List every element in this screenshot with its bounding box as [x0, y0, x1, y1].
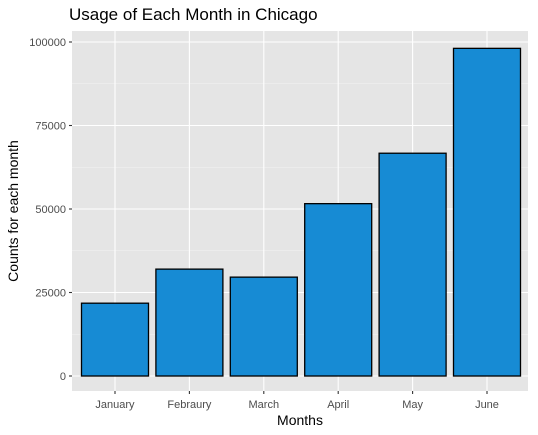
x-tick-label: January	[95, 399, 135, 411]
chart-title: Usage of Each Month in Chicago	[69, 5, 318, 24]
x-tick-label: May	[402, 399, 423, 411]
bar-april	[304, 203, 373, 377]
x-tick-label: June	[475, 399, 499, 411]
bar-january	[80, 302, 150, 377]
x-axis: January Febraury March April May June	[95, 391, 499, 411]
bar-june	[452, 47, 522, 377]
bar-febraury	[155, 268, 224, 377]
x-tick-label: April	[327, 399, 349, 411]
bars	[80, 47, 522, 377]
y-tick-label: 75000	[35, 121, 66, 133]
y-axis-title: Counts for each month	[5, 140, 21, 282]
y-tick-label: 100000	[29, 37, 66, 49]
y-axis: 0 25000 50000 75000 100000	[29, 37, 72, 383]
y-tick-label: 0	[60, 371, 66, 383]
y-tick-label: 50000	[35, 204, 66, 216]
bar-may	[378, 152, 447, 377]
bar-march	[229, 276, 298, 377]
y-tick-label: 25000	[35, 288, 66, 300]
x-axis-title: Months	[277, 412, 323, 428]
x-tick-label: Febraury	[167, 399, 212, 411]
x-tick-label: March	[249, 399, 280, 411]
